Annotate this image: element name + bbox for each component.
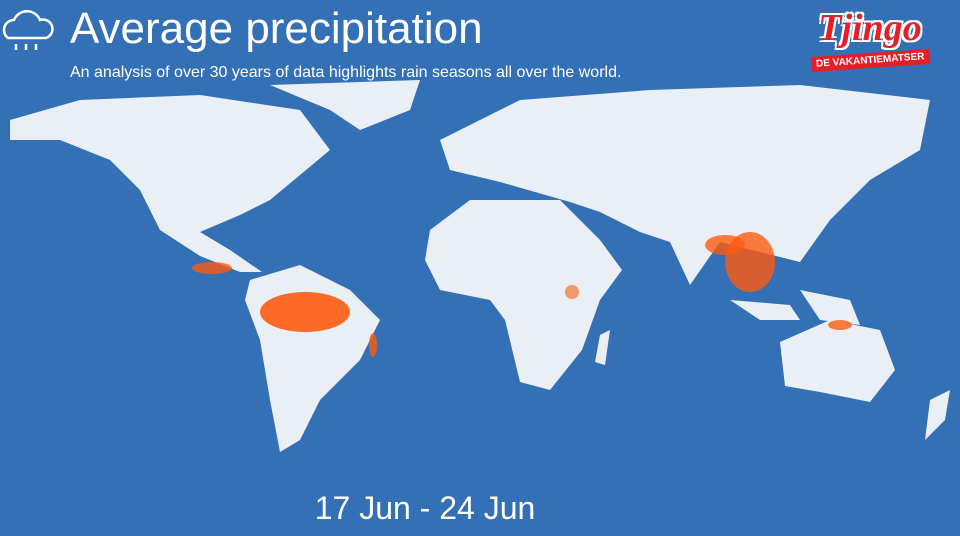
- indonesia: [730, 290, 860, 325]
- rain-africa: [565, 285, 579, 299]
- rain-amazon: [260, 292, 350, 332]
- africa: [425, 200, 622, 390]
- madagascar: [595, 330, 610, 365]
- subtitle: An analysis of over 30 years of data hig…: [70, 64, 622, 81]
- greenland: [270, 80, 420, 130]
- logo[interactable]: Tjingo DE VAKANTIEMATSER: [800, 6, 940, 73]
- new-zealand: [925, 390, 950, 440]
- logo-name: Tjingo: [818, 7, 922, 49]
- date-range: 17 Jun - 24 Jun: [314, 490, 536, 526]
- rain-areas: [192, 232, 852, 357]
- rain-central-america: [192, 262, 232, 274]
- rain-india: [705, 235, 745, 255]
- north-america: [10, 95, 330, 272]
- rain-brazil-coast: [369, 333, 377, 357]
- rain-indonesia: [828, 320, 852, 330]
- rain-icon: [2, 10, 54, 50]
- title: Average precipitation: [70, 4, 483, 53]
- land: [10, 80, 950, 452]
- eurasia: [440, 85, 930, 285]
- australia: [780, 320, 895, 402]
